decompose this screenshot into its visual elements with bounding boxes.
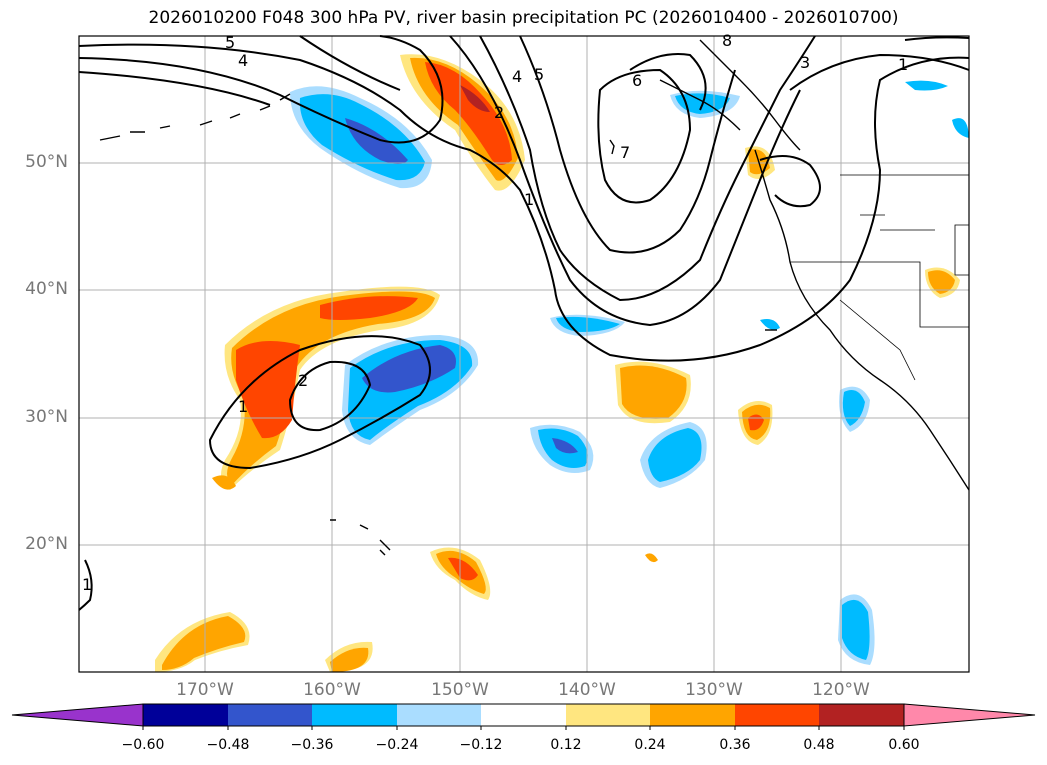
lon-label-130w: 130°W (685, 680, 743, 700)
contour-label: 1 (238, 397, 248, 416)
political-borders (790, 174, 970, 381)
positive-anomaly-gulf-alaska (400, 54, 525, 191)
contour-label: 4 (238, 51, 248, 70)
lat-label-50n: 50°N (25, 152, 68, 172)
contour-label: 2 (494, 103, 504, 122)
contour-label: 1 (898, 55, 908, 74)
colorbar-tick: 0.36 (719, 737, 751, 753)
contour-label: 5 (225, 33, 235, 52)
lon-label-140w: 140°W (558, 680, 616, 700)
map-frame (78, 35, 970, 673)
lat-label-20n: 20°N (25, 534, 68, 554)
colorbar-tick: 0.48 (803, 737, 835, 753)
pv-contours (78, 35, 970, 611)
coastlines (99, 39, 970, 556)
colorbar-tick: 0.60 (888, 737, 920, 753)
contour-label: 6 (632, 71, 642, 90)
precip-shading (155, 54, 969, 672)
contour-label: 5 (534, 65, 544, 84)
colorbar-tick: 0.12 (550, 737, 582, 753)
lon-label-150w: 150°W (431, 680, 489, 700)
lon-label-120w: 120°W (812, 680, 870, 700)
contour-labels: 5 4 1 2 4 5 6 7 8 3 1 2 1 1 (82, 31, 908, 594)
map-title: 2026010200 F048 300 hPa PV, river basin … (148, 8, 899, 28)
contour-label: 2 (298, 371, 308, 390)
lat-label-40n: 40°N (25, 279, 68, 299)
contour-label: 3 (800, 53, 810, 72)
colorbar-tick: 0.24 (634, 737, 666, 753)
lon-label-160w: 160°W (303, 680, 361, 700)
lon-label-170w: 170°W (176, 680, 234, 700)
contour-label: 4 (512, 67, 522, 86)
contour-label: 1 (524, 190, 534, 209)
contour-label: 1 (82, 575, 92, 594)
colorbar-tick: −0.12 (459, 737, 503, 753)
colorbar-tick: −0.36 (290, 737, 334, 753)
colorbar-tick: −0.48 (206, 737, 250, 753)
lat-label-30n: 30°N (25, 407, 68, 427)
positive-anomaly-central-pacific (221, 286, 440, 490)
colorbar (11, 703, 1036, 730)
colorbar-tick: −0.24 (375, 737, 419, 753)
contour-label: 8 (722, 31, 732, 50)
colorbar-tick: −0.60 (121, 737, 165, 753)
contour-label: 7 (620, 143, 630, 162)
